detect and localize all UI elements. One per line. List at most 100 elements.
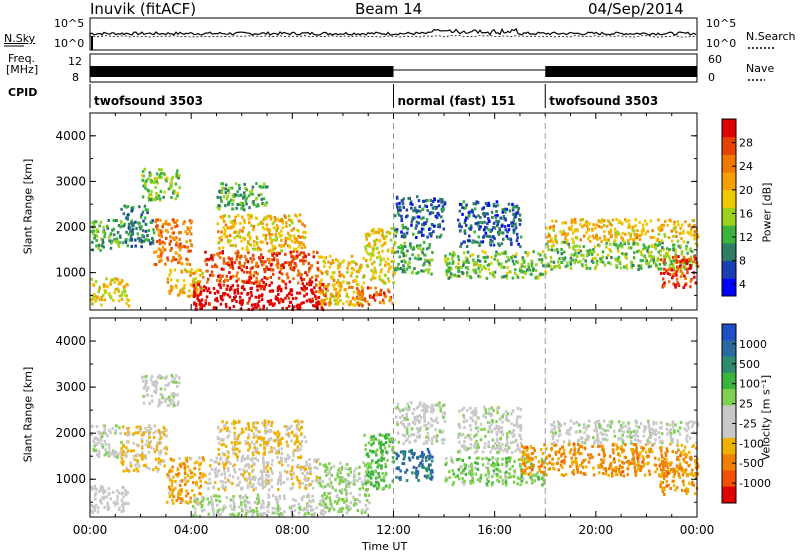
power-data-cell — [269, 275, 272, 279]
y-tick-label: 4000 — [55, 129, 86, 143]
velocity-data-cell — [283, 510, 286, 514]
power-data-cell — [400, 260, 404, 263]
power-data-cell — [238, 301, 242, 305]
power-data-cell — [361, 292, 365, 296]
power-data-cell — [186, 270, 189, 274]
power-data-cell — [601, 250, 605, 254]
velocity-data-cell — [315, 475, 319, 479]
velocity-data-cell — [486, 477, 489, 481]
velocity-data-cell — [224, 485, 228, 489]
power-data-cell — [546, 262, 550, 266]
power-data-cell — [413, 216, 416, 220]
velocity-data-cell — [356, 509, 360, 512]
power-data-cell — [416, 244, 419, 248]
velocity-data-cell — [293, 442, 297, 446]
power-data-cell — [218, 246, 221, 250]
power-data-cell — [638, 238, 642, 241]
velocity-data-cell — [309, 466, 313, 470]
power-data-cell — [288, 280, 292, 284]
velocity-data-cell — [298, 506, 301, 510]
power-data-cell — [153, 262, 156, 266]
power-data-cell — [516, 261, 520, 265]
power-data-cell — [112, 233, 116, 237]
power-data-cell — [481, 249, 484, 253]
power-data-cell — [384, 295, 388, 299]
power-data-cell — [338, 293, 341, 297]
power-data-cell — [90, 230, 93, 234]
power-data-cell — [284, 215, 287, 219]
power-data-cell — [111, 278, 114, 282]
power-data-cell — [666, 247, 669, 251]
velocity-data-cell — [273, 439, 276, 443]
power-data-cell — [430, 272, 433, 276]
power-data-cell — [263, 216, 266, 220]
power-data-cell — [116, 231, 120, 234]
velocity-data-cell — [325, 465, 329, 469]
velocity-data-cell — [172, 380, 175, 384]
velocity-data-cell — [141, 457, 144, 461]
power-data-cell — [683, 257, 686, 261]
power-data-cell — [224, 261, 227, 265]
power-data-cell — [237, 231, 241, 234]
power-data-cell — [250, 294, 253, 298]
power-data-cell — [328, 254, 332, 258]
power-data-cell — [326, 272, 329, 276]
power-data-cell — [139, 227, 142, 231]
power-data-cell — [402, 232, 405, 236]
power-data-cell — [156, 224, 159, 228]
velocity-data-cell — [233, 463, 237, 467]
power-data-cell — [276, 251, 279, 255]
power-data-cell — [560, 247, 563, 251]
velocity-data-cell — [103, 426, 106, 430]
velocity-data-cell — [301, 465, 305, 469]
freq-label: Freq. — [8, 52, 36, 65]
power-data-cell — [161, 223, 165, 227]
power-data-cell — [301, 235, 304, 239]
velocity-data-cell — [487, 469, 490, 473]
power-data-cell — [625, 263, 628, 267]
velocity-data-cell — [199, 500, 203, 504]
velocity-data-cell — [102, 431, 105, 435]
velocity-data-cell — [339, 471, 342, 475]
power-data-cell — [370, 229, 374, 233]
power-data-cell — [256, 203, 260, 207]
power-data-cell — [171, 175, 174, 179]
power-data-cell — [437, 199, 440, 203]
power-data-cell — [179, 288, 182, 292]
power-data-cell — [275, 253, 279, 257]
power-data-cell — [406, 214, 409, 218]
power-data-cell — [620, 245, 624, 249]
velocity-data-cell — [148, 436, 151, 440]
power-data-cell — [595, 223, 598, 227]
velocity-data-cell — [172, 475, 175, 479]
velocity-data-cell — [405, 428, 409, 432]
power-data-cell — [644, 256, 647, 260]
power-data-cell — [218, 204, 222, 208]
velocity-data-cell — [355, 467, 358, 470]
velocity-data-cell — [141, 446, 144, 450]
power-data-cell — [404, 260, 407, 264]
power-data-cell — [351, 296, 355, 300]
velocity-data-cell — [246, 500, 250, 504]
power-data-cell — [663, 233, 666, 236]
power-data-cell — [679, 267, 683, 271]
power-data-cell — [260, 298, 264, 302]
power-data-cell — [664, 219, 667, 223]
velocity-data-cell — [244, 514, 247, 518]
power-data-cell — [352, 290, 356, 294]
power-data-cell — [125, 216, 128, 220]
velocity-data-cell — [386, 458, 389, 462]
power-data-cell — [527, 262, 530, 266]
velocity-data-cell — [266, 441, 269, 445]
power-data-cell — [625, 219, 628, 223]
power-data-cell — [629, 232, 633, 236]
velocity-data-cell — [378, 433, 382, 437]
velocity-data-cell — [143, 431, 146, 435]
power-data-cell — [198, 302, 201, 306]
power-data-cell — [303, 294, 306, 298]
power-data-cell — [254, 295, 258, 299]
power-data-cell — [406, 227, 409, 231]
power-data-cell — [372, 276, 375, 280]
power-data-cell — [268, 232, 272, 236]
power-data-cell — [141, 169, 145, 173]
